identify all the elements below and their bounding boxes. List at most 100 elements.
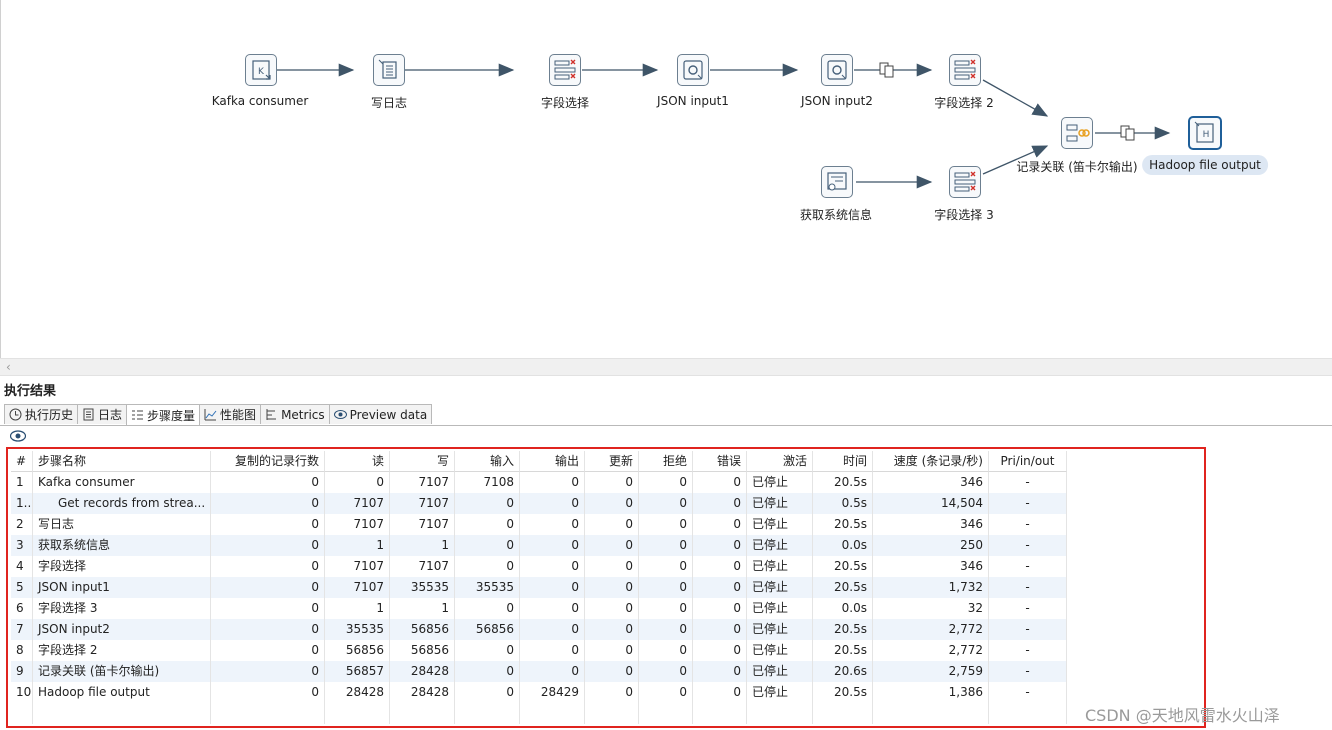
table-cell: 0 bbox=[455, 661, 520, 682]
table-cell: 0 bbox=[639, 493, 693, 514]
column-header[interactable]: 读 bbox=[325, 451, 390, 472]
column-header[interactable]: 步骤名称 bbox=[33, 451, 211, 472]
table-cell: 32 bbox=[873, 598, 989, 619]
table-cell: 1 bbox=[390, 598, 455, 619]
table-cell: 0 bbox=[211, 535, 325, 556]
json-input-icon[interactable] bbox=[821, 54, 853, 86]
column-header[interactable]: 拒绝 bbox=[639, 451, 693, 472]
table-cell: 0 bbox=[211, 661, 325, 682]
system-info-icon[interactable] bbox=[821, 166, 853, 198]
table-cell: Kafka consumer bbox=[33, 472, 211, 493]
table-cell: 1 bbox=[390, 535, 455, 556]
table-cell: - bbox=[989, 535, 1067, 556]
table-cell: 0 bbox=[639, 682, 693, 703]
table-cell: 字段选择 2 bbox=[33, 640, 211, 661]
column-header[interactable]: 激活 bbox=[747, 451, 813, 472]
column-header[interactable]: Pri/in/out bbox=[989, 451, 1067, 472]
table-cell: 0 bbox=[455, 682, 520, 703]
kafka-consumer-icon[interactable]: K bbox=[245, 54, 277, 86]
view-toggle[interactable] bbox=[9, 430, 27, 445]
eye-icon[interactable] bbox=[9, 430, 27, 442]
node-label: 记录关联 (笛卡尔输出) bbox=[1016, 160, 1138, 174]
table-row[interactable]: 8 字段选择 2 0 56856 56856 0 0 0 0 0 已停止 20.5s 2,772- bbox=[11, 640, 1067, 661]
table-cell: 字段选择 3 bbox=[33, 598, 211, 619]
column-header[interactable]: # bbox=[11, 451, 33, 472]
table-row[interactable]: 2 写日志 0 7107 7107 0 0 0 0 0 已停止 20.5s 346- bbox=[11, 514, 1067, 535]
table-cell: 0 bbox=[693, 682, 747, 703]
table-cell: 346 bbox=[873, 556, 989, 577]
hadoop-output-icon[interactable]: H bbox=[1188, 116, 1222, 150]
table-cell bbox=[33, 703, 211, 724]
table-cell: - bbox=[989, 640, 1067, 661]
join-rows-icon[interactable] bbox=[1061, 117, 1093, 149]
tab-history[interactable]: 执行历史 bbox=[4, 404, 79, 424]
table-cell: 14,504 bbox=[873, 493, 989, 514]
table-cell: 0 bbox=[639, 514, 693, 535]
table-cell: 写日志 bbox=[33, 514, 211, 535]
svg-text:K: K bbox=[258, 67, 265, 77]
column-header[interactable]: 写 bbox=[390, 451, 455, 472]
table-cell bbox=[455, 703, 520, 724]
table-row[interactable]: 1 Kafka consumer 0 0 7107 7108 0 0 0 0 已停止 20.5s 346… bbox=[11, 472, 1067, 493]
table-cell: 已停止 bbox=[747, 598, 813, 619]
table-row[interactable]: 3 获取系统信息 0 1 1 0 0 0 0 0 已停止 0.0s 250- bbox=[11, 535, 1067, 556]
table-cell: 0.5s bbox=[813, 493, 873, 514]
table-cell: 1,732 bbox=[873, 577, 989, 598]
copy-rows-icon bbox=[1120, 125, 1135, 141]
table-cell: 0 bbox=[693, 598, 747, 619]
node-label-selected: Hadoop file output bbox=[1142, 155, 1268, 175]
tab-preview-data[interactable]: Preview data bbox=[328, 404, 433, 424]
select-values-icon[interactable] bbox=[949, 166, 981, 198]
table-row[interactable]: 6 字段选择 3 0 1 1 0 0 0 0 0 已停止 0.0s 32- bbox=[11, 598, 1067, 619]
json-input-icon[interactable] bbox=[677, 54, 709, 86]
table-cell: 0 bbox=[211, 556, 325, 577]
table-cell: 20.5s bbox=[813, 640, 873, 661]
tab-step-metrics[interactable]: 步骤度量 bbox=[126, 404, 201, 426]
tab-metrics[interactable]: Metrics bbox=[260, 404, 330, 424]
tab-label: 日志 bbox=[98, 408, 123, 422]
table-cell: 56856 bbox=[390, 619, 455, 640]
table-cell: 20.5s bbox=[813, 556, 873, 577]
table-cell: 2 bbox=[11, 514, 33, 535]
select-values-icon[interactable] bbox=[949, 54, 981, 86]
canvas-horizontal-scrollbar[interactable]: ‹ bbox=[0, 358, 1332, 376]
table-cell: 0 bbox=[520, 514, 585, 535]
table-cell: 0 bbox=[693, 577, 747, 598]
table-row[interactable]: 4 字段选择 0 7107 7107 0 0 0 0 0 已停止 20.5s 346- bbox=[11, 556, 1067, 577]
step-metrics-icon bbox=[132, 410, 144, 420]
table-cell bbox=[747, 703, 813, 724]
tab-log[interactable]: 日志 bbox=[77, 404, 128, 424]
column-header[interactable]: 时间 bbox=[813, 451, 873, 472]
write-log-icon[interactable] bbox=[373, 54, 405, 86]
column-header[interactable]: 复制的记录行数 bbox=[211, 451, 325, 472]
table-cell: 20.5s bbox=[813, 619, 873, 640]
table-cell bbox=[585, 703, 639, 724]
table-cell: 0 bbox=[585, 598, 639, 619]
table-cell: 20.5s bbox=[813, 514, 873, 535]
table-cell: - bbox=[989, 598, 1067, 619]
table-row[interactable]: 5 JSON input1 0 7107 35535 35535 0 0 0 0 已停止 20.5s 1… bbox=[11, 577, 1067, 598]
select-values-icon[interactable] bbox=[549, 54, 581, 86]
column-header[interactable]: 更新 bbox=[585, 451, 639, 472]
column-header[interactable]: 输出 bbox=[520, 451, 585, 472]
table-cell: 0 bbox=[693, 493, 747, 514]
table-row[interactable]: 10 Hadoop file output 0 28428 28428 0 28429 0 0 0… bbox=[11, 682, 1067, 703]
table-row[interactable]: 9 记录关联 (笛卡尔输出) 0 56857 28428 0 0 0 0 0 已停止 20.6s 2,7… bbox=[11, 661, 1067, 682]
table-row[interactable]: 7 JSON input2 0 35535 56856 56856 0 0 0 0 已停止 20.5s… bbox=[11, 619, 1067, 640]
scroll-left-icon[interactable]: ‹ bbox=[6, 360, 11, 374]
table-cell: 10 bbox=[11, 682, 33, 703]
table-cell: 0 bbox=[520, 661, 585, 682]
column-header[interactable]: 输入 bbox=[455, 451, 520, 472]
table-cell: 0 bbox=[639, 535, 693, 556]
table-row[interactable]: 1...Get records from strea...07107710700… bbox=[11, 493, 1067, 514]
table-cell: 0 bbox=[639, 556, 693, 577]
table-cell: 0 bbox=[455, 640, 520, 661]
column-header[interactable]: 速度 (条记录/秒) bbox=[873, 451, 989, 472]
node-label: JSON input2 bbox=[801, 94, 873, 108]
tab-performance-graph[interactable]: 性能图 bbox=[199, 404, 262, 424]
column-header[interactable]: 错误 bbox=[693, 451, 747, 472]
table-cell: 7107 bbox=[390, 472, 455, 493]
transformation-canvas[interactable]: K Kafka consumer 写日志 字段选择 JSON input1 JS… bbox=[0, 0, 1332, 358]
table-cell: 0 bbox=[211, 472, 325, 493]
table-cell bbox=[873, 703, 989, 724]
